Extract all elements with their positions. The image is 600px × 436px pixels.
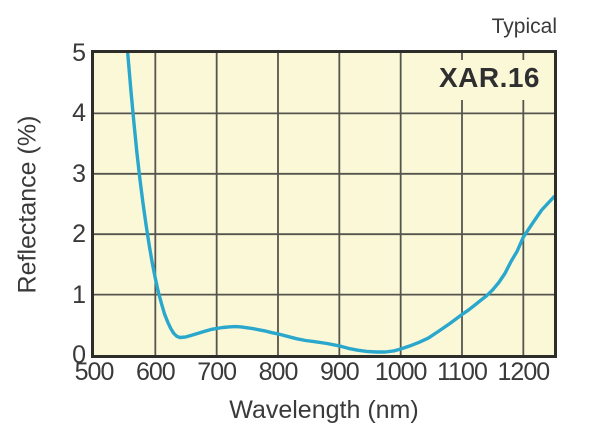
y-tick-label-1: 1: [72, 280, 86, 309]
x-tick-label-600: 600: [135, 358, 176, 386]
y-tick-label-3: 3: [72, 159, 86, 188]
x-tick-label-500: 500: [74, 358, 115, 386]
y-tick-label-5: 5: [72, 39, 86, 67]
corner-label-typical: Typical: [491, 15, 557, 38]
plot-area: XAR.16: [91, 50, 557, 358]
x-tick-label-1000: 1000: [374, 358, 428, 386]
y-tick-label-4: 4: [72, 99, 86, 128]
y-axis-title: Reflectance (%): [13, 115, 42, 294]
x-tick-label-700: 700: [197, 358, 237, 386]
x-tick-label-900: 900: [319, 358, 360, 386]
y-tick-label-0: 0: [72, 341, 86, 369]
x-tick-label-800: 800: [258, 358, 299, 386]
plot-grid-and-curve: [94, 53, 554, 355]
chart-title-xar16: XAR.16: [428, 60, 547, 100]
x-axis-title: Wavelength (nm): [229, 396, 419, 424]
x-tick-label-1100: 1100: [437, 358, 488, 386]
x-tick-label-1200: 1200: [497, 358, 551, 386]
y-tick-label-2: 2: [72, 220, 86, 249]
reflectance-curve: [125, 53, 554, 354]
